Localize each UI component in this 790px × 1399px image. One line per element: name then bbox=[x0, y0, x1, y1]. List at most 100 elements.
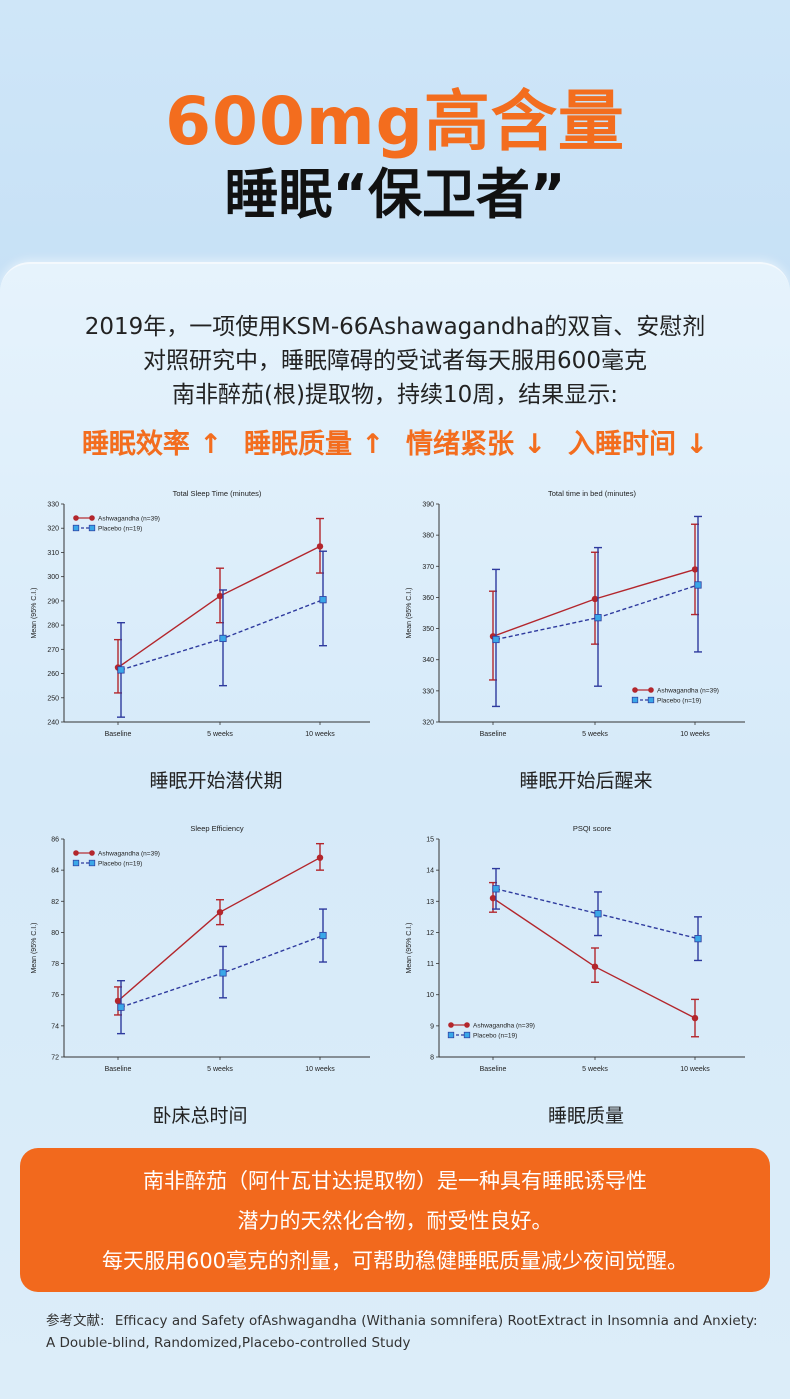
data-point-placebo bbox=[219, 969, 227, 977]
data-point-placebo bbox=[594, 910, 602, 918]
data-point-ashwagandha bbox=[216, 908, 224, 916]
y-tick-label: 72 bbox=[51, 1055, 59, 1062]
series-line-ashwagandha bbox=[117, 857, 321, 1002]
legend-marker-ashwagandha bbox=[632, 687, 638, 693]
data-point-ashwagandha bbox=[691, 1014, 699, 1022]
legend-marker-ashwagandha bbox=[464, 1022, 470, 1028]
y-tick-label: 320 bbox=[422, 720, 434, 727]
legend-marker-placebo bbox=[88, 524, 96, 532]
legend-marker-ashwagandha bbox=[89, 515, 95, 521]
title-dosage: 600mg高含量 bbox=[165, 83, 625, 160]
legend-marker-ashwagandha bbox=[648, 687, 654, 693]
legend-label: Ashwagandha (n=39) bbox=[657, 688, 719, 695]
y-tick-label: 260 bbox=[47, 671, 59, 678]
data-point-placebo bbox=[492, 635, 500, 644]
chart-title: Total time in bed (minutes) bbox=[548, 489, 636, 498]
y-axis-label: Mean (95% C.I.) bbox=[31, 923, 38, 974]
y-tick-label: 380 bbox=[422, 533, 434, 540]
chart-title: PSQI score bbox=[573, 824, 611, 833]
series-line-ashwagandha bbox=[492, 897, 696, 1019]
y-axis-label: Mean (95% C.I.) bbox=[406, 923, 413, 974]
data-point-placebo bbox=[117, 1003, 125, 1011]
caption-sleep-quality: 睡眠质量 bbox=[547, 1105, 624, 1127]
y-tick-label: 340 bbox=[422, 657, 434, 664]
chart-title: Sleep Efficiency bbox=[190, 824, 243, 833]
y-tick-label: 14 bbox=[426, 868, 434, 875]
legend-marker-ashwagandha bbox=[73, 515, 79, 521]
highlight-sleep-onset: 入睡时间 ↓ bbox=[568, 429, 709, 460]
summary-line: 南非醉茄（阿什瓦甘达提取物）是一种具有睡眠诱导性 bbox=[143, 1169, 647, 1193]
summary-line: 潜力的天然化合物，耐受性良好。 bbox=[237, 1209, 553, 1233]
data-point-ashwagandha bbox=[489, 894, 497, 902]
y-tick-label: 330 bbox=[47, 502, 59, 509]
y-tick-label: 320 bbox=[47, 526, 59, 533]
x-tick-label: 10 weeks bbox=[680, 1066, 710, 1073]
x-tick-label: Baseline bbox=[105, 1066, 132, 1073]
y-tick-label: 9 bbox=[430, 1023, 434, 1030]
chart-total-sleep-time: Total Sleep Time (minutes) Mean (95% C.I.… bbox=[30, 486, 380, 748]
legend-marker-placebo bbox=[447, 1031, 455, 1039]
chart-svg: Total time in bed (minutes) Mean (95% C.I… bbox=[406, 489, 745, 738]
legend-marker-ashwagandha bbox=[448, 1022, 454, 1028]
y-tick-label: 350 bbox=[422, 626, 434, 633]
x-tick-label: 5 weeks bbox=[582, 731, 608, 738]
summary-box: 南非醉茄（阿什瓦甘达提取物）是一种具有睡眠诱导性 潜力的天然化合物，耐受性良好。… bbox=[20, 1148, 770, 1292]
data-point-ashwagandha bbox=[316, 543, 324, 550]
chart-svg: PSQI score Mean (95% C.I.) 8 9 10 11 12 13 14 15 B… bbox=[406, 824, 745, 1073]
y-tick-label: 86 bbox=[51, 837, 59, 844]
series-line-ashwagandha bbox=[117, 545, 321, 669]
x-tick-label: Baseline bbox=[480, 1066, 507, 1073]
legend-marker-placebo bbox=[72, 859, 80, 867]
legend-marker-placebo bbox=[72, 524, 80, 532]
series-line-ashwagandha bbox=[492, 568, 696, 638]
data-point-ashwagandha bbox=[114, 997, 122, 1005]
data-point-placebo bbox=[117, 666, 125, 674]
highlight-sleep-quality: 睡眠质量 ↑ bbox=[243, 429, 384, 460]
data-point-ashwagandha bbox=[591, 963, 599, 970]
chart-sleep-efficiency: Sleep Efficiency Mean (95% C.I.) 72 74 76 78 8… bbox=[30, 821, 380, 1083]
y-tick-label: 300 bbox=[47, 574, 59, 581]
legend-marker-placebo bbox=[631, 696, 639, 704]
y-tick-label: 82 bbox=[51, 899, 59, 906]
legend-marker-placebo bbox=[88, 859, 96, 867]
y-tick-label: 10 bbox=[426, 992, 434, 999]
chart-svg: Total Sleep Time (minutes) Mean (95% C.I.… bbox=[31, 489, 370, 738]
y-tick-label: 250 bbox=[47, 695, 59, 702]
intro-text: 2019年，一项使用KSM-66Ashawagandha的双盲、安慰剂 对照研究… bbox=[40, 310, 750, 412]
y-tick-label: 15 bbox=[426, 837, 434, 844]
y-tick-label: 290 bbox=[47, 598, 59, 605]
highlight-sleep-efficiency: 睡眠效率 ↑ bbox=[81, 429, 222, 460]
series-line-placebo bbox=[495, 584, 699, 641]
data-point-placebo bbox=[492, 885, 500, 893]
legend-marker-placebo bbox=[647, 696, 655, 704]
data-point-ashwagandha bbox=[316, 854, 324, 861]
y-tick-label: 270 bbox=[47, 647, 59, 654]
x-tick-label: 10 weeks bbox=[680, 731, 710, 738]
y-tick-label: 80 bbox=[51, 930, 59, 937]
data-point-placebo bbox=[694, 581, 702, 589]
reference-label: 参考文献: bbox=[46, 1313, 105, 1329]
chart-title: Total Sleep Time (minutes) bbox=[173, 489, 262, 498]
legend-label: Placebo (n=19) bbox=[657, 698, 701, 705]
caption-wake-after-sleep-onset: 睡眠开始后醒来 bbox=[519, 770, 653, 792]
reference: 参考文献: Efficacy and Safety ofAshwagandha … bbox=[46, 1310, 766, 1354]
summary-line: 每天服用600毫克的剂量，可帮助稳健睡眠质量减少夜间觉醒。 bbox=[101, 1249, 689, 1273]
x-tick-label: 10 weeks bbox=[305, 1066, 335, 1073]
x-tick-label: Baseline bbox=[105, 731, 132, 738]
y-tick-label: 76 bbox=[51, 992, 59, 999]
data-point-placebo bbox=[319, 596, 327, 604]
chart-svg: Sleep Efficiency Mean (95% C.I.) 72 74 76 78 8… bbox=[31, 824, 370, 1073]
title-sleep-guardian: 睡眠“保卫者” bbox=[224, 163, 566, 226]
y-tick-label: 84 bbox=[51, 868, 59, 875]
legend-label: Ashwagandha (n=39) bbox=[473, 1023, 535, 1030]
caption-total-time-in-bed: 卧床总时间 bbox=[152, 1105, 248, 1127]
chart-psqi-score: PSQI score Mean (95% C.I.) 8 9 10 11 12 13 14 15 B… bbox=[405, 821, 755, 1083]
y-tick-label: 11 bbox=[427, 961, 434, 968]
y-tick-label: 360 bbox=[422, 595, 434, 602]
y-tick-label: 310 bbox=[47, 550, 59, 557]
legend-marker-placebo bbox=[463, 1031, 471, 1039]
series-line-placebo bbox=[120, 599, 324, 671]
y-tick-label: 280 bbox=[47, 623, 59, 630]
y-tick-label: 8 bbox=[430, 1055, 434, 1062]
y-axis-label: Mean (95% C.I.) bbox=[31, 588, 38, 639]
